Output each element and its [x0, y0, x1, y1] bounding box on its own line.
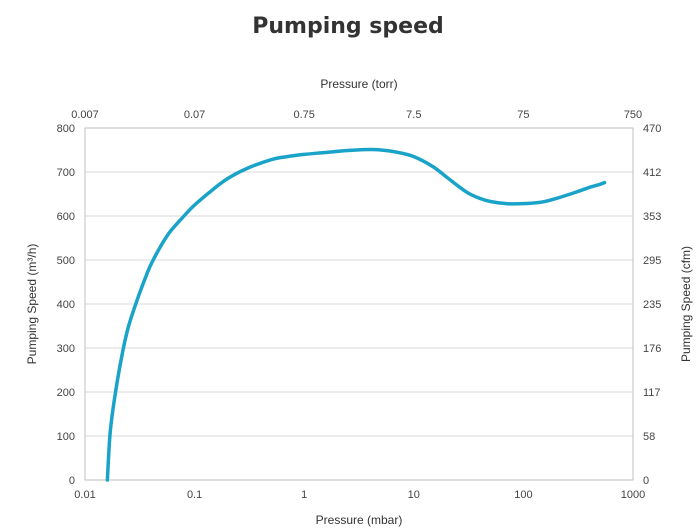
- pumping-speed-line: [105, 147, 607, 482]
- x-tick-label: 0.01: [74, 489, 95, 501]
- x2-tick-label: 0.07: [184, 109, 205, 121]
- y2-tick-label: 58: [643, 431, 655, 443]
- y2-tick-label: 353: [643, 211, 661, 223]
- y2-tick-label: 176: [643, 343, 661, 355]
- y-tick-label: 100: [57, 431, 75, 443]
- y2-tick-label: 412: [643, 167, 661, 179]
- x2-tick-label: 7.5: [406, 109, 421, 121]
- y-tick-label: 700: [57, 167, 75, 179]
- x2-tick-label: 750: [624, 109, 642, 121]
- x-tick-label: 100: [514, 489, 532, 501]
- y-tick-label: 0: [69, 475, 75, 487]
- x-tick-label: 1: [301, 489, 307, 501]
- chart-title: Pumping speed: [252, 14, 444, 39]
- x2-tick-label: 75: [517, 109, 529, 121]
- y2-tick-label: 117: [643, 387, 661, 399]
- y-tick-label: 300: [57, 343, 75, 355]
- tick-labels: 0 100 200 300 400 500 600 700 800 0 58 117 176 235 295…: [57, 109, 662, 501]
- x2-tick-label: 0.75: [293, 109, 314, 121]
- x-tick-label: 1000: [621, 489, 645, 501]
- y-tick-label: 800: [57, 123, 75, 135]
- gridlines: [85, 171, 633, 437]
- y2-tick-label: 0: [643, 475, 649, 487]
- y2-tick-label: 295: [643, 255, 661, 267]
- y2-tick-label: 470: [643, 123, 661, 135]
- x2-tick-label: 0.007: [71, 109, 99, 121]
- y2-axis-label: Pumping Speed (cfm): [679, 246, 693, 362]
- y2-tick-label: 235: [643, 299, 661, 311]
- y-tick-label: 500: [57, 255, 75, 267]
- y-tick-label: 200: [57, 387, 75, 399]
- y-axis-label: Pumping Speed (m³/h): [25, 244, 39, 365]
- y-tick-label: 400: [57, 299, 75, 311]
- x-axis-label: Pressure (mbar): [316, 513, 403, 527]
- x2-axis-label: Pressure (torr): [320, 77, 397, 91]
- plot-frame: [84, 127, 634, 481]
- x-tick-label: 0.1: [187, 489, 202, 501]
- x-tick-label: 10: [408, 489, 420, 501]
- y-tick-label: 600: [57, 211, 75, 223]
